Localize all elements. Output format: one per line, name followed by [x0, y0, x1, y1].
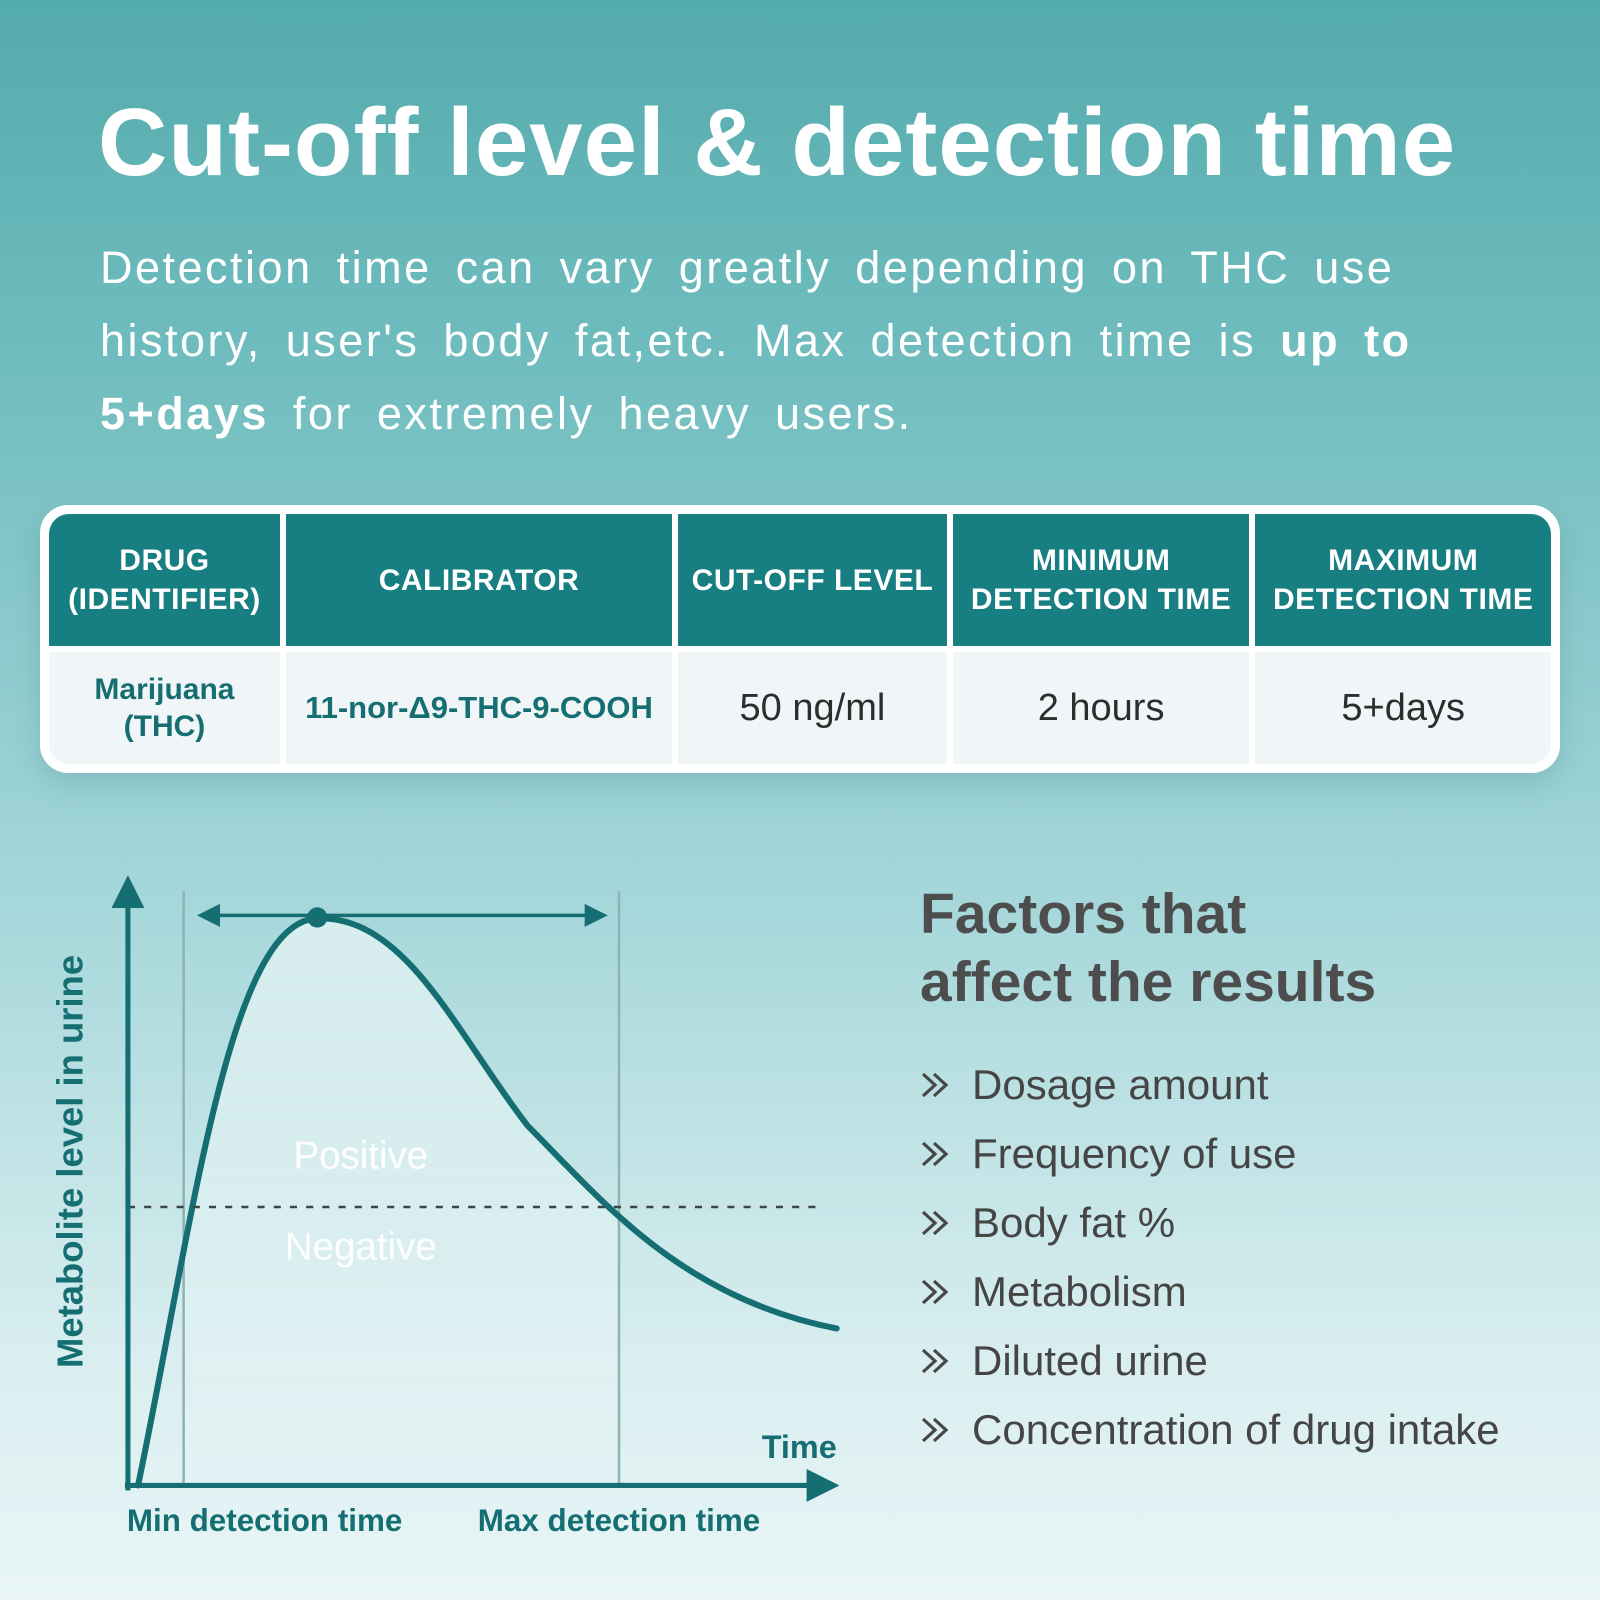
factor-label: Body fat % [972, 1198, 1176, 1246]
factors-section: Factors that affect the results Dosage a… [920, 880, 1560, 1475]
factors-heading-line1: Factors that [920, 882, 1247, 946]
list-item: Dosage amount [920, 1061, 1560, 1109]
metabolite-curve [135, 915, 840, 1489]
cell-calibrator: 11-nor-Δ9-THC-9-COOH [285, 652, 673, 764]
double-chevron-icon [921, 1348, 949, 1373]
factors-list: Dosage amount Frequency of use Body fat … [920, 1061, 1560, 1454]
factor-label: Metabolism [972, 1267, 1187, 1315]
negative-label: Negative [285, 1226, 437, 1269]
cutoff-table-grid: DRUG (IDENTIFIER) CALIBRATOR CUT-OFF LEV… [49, 514, 1551, 764]
positive-label: Positive [293, 1135, 428, 1178]
factor-label: Concentration of drug intake [972, 1405, 1500, 1453]
header-drug: DRUG (IDENTIFIER) [49, 514, 280, 646]
list-item: Concentration of drug intake [920, 1406, 1560, 1454]
header-min-detection: MINIMUM DETECTION TIME [952, 514, 1250, 646]
cell-cutoff-level: 50 ng/ml [678, 652, 947, 764]
intro-bold: up to 5+days [100, 314, 1412, 439]
header-cutoff-level: CUT-OFF LEVEL [678, 514, 947, 646]
list-item: Metabolism [920, 1268, 1560, 1316]
header-calibrator: CALIBRATOR [285, 514, 673, 646]
detection-curve-svg: Positive Negative Metabolite level in ur… [49, 875, 840, 1538]
time-axis-label: Time [762, 1429, 837, 1465]
page-title: Cut-off level & detection time [98, 89, 1457, 196]
intro-text-1: Detection time can vary greatly dependin… [100, 242, 1395, 366]
list-item: Frequency of use [920, 1130, 1560, 1178]
factor-label: Dosage amount [972, 1060, 1269, 1108]
y-axis-label: Metabolite level in urine [52, 955, 90, 1368]
cell-max-detection: 5+days [1255, 652, 1551, 764]
header-max-detection: MAXIMUM DETECTION TIME [1255, 514, 1551, 646]
double-chevron-icon [921, 1279, 949, 1304]
factor-label: Diluted urine [972, 1336, 1208, 1384]
peak-point [307, 907, 328, 928]
double-chevron-icon [921, 1210, 949, 1235]
intro-text-2: for extremely heavy users. [268, 387, 913, 439]
detection-curve-chart: Positive Negative Metabolite level in ur… [49, 862, 862, 1552]
area-under-curve [183, 918, 619, 1483]
list-item: Body fat % [920, 1199, 1560, 1247]
max-detection-label: Max detection time [478, 1503, 760, 1538]
double-chevron-icon [921, 1141, 949, 1166]
factor-label: Frequency of use [972, 1129, 1297, 1177]
factors-heading-line2: affect the results [920, 950, 1377, 1015]
cutoff-table: DRUG (IDENTIFIER) CALIBRATOR CUT-OFF LEV… [40, 505, 1560, 773]
factors-heading: Factors that affect the results [920, 880, 1560, 1017]
intro-paragraph: Detection time can vary greatly dependin… [100, 232, 1530, 451]
double-chevron-icon [921, 1072, 949, 1097]
double-chevron-icon [921, 1417, 949, 1442]
list-item: Diluted urine [920, 1337, 1560, 1385]
cell-drug: Marijuana (THC) [49, 652, 280, 764]
min-detection-label: Min detection time [127, 1503, 402, 1538]
cell-min-detection: 2 hours [952, 652, 1250, 764]
